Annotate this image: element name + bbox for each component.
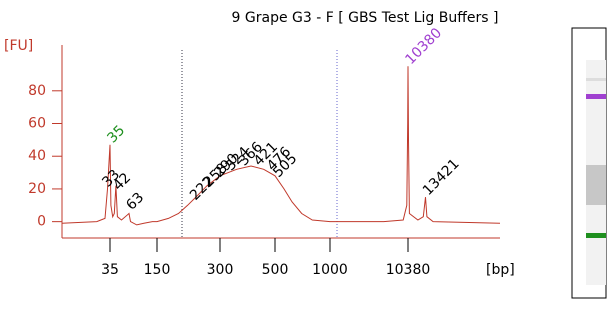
peak-label: 35 bbox=[104, 123, 128, 147]
y-tick-label: 0 bbox=[37, 214, 46, 230]
y-tick-label: 20 bbox=[28, 181, 46, 197]
peak-label: 63 bbox=[123, 190, 147, 214]
chart: 9 Grape G3 - F [ GBS Test Lig Buffers ] … bbox=[0, 0, 609, 307]
x-tick-label: 10380 bbox=[386, 262, 431, 278]
x-axis-label: [bp] bbox=[486, 262, 515, 278]
chart-title: 9 Grape G3 - F [ GBS Test Lig Buffers ] bbox=[232, 10, 499, 26]
y-tick-label: 60 bbox=[28, 116, 46, 132]
x-tick-label: 1000 bbox=[312, 262, 348, 278]
y-tick-label: 80 bbox=[28, 83, 46, 99]
x-tick-label: 150 bbox=[144, 262, 171, 278]
y-axis-label: [FU] bbox=[4, 38, 33, 54]
y-tick-label: 40 bbox=[28, 148, 46, 164]
upper-marker-band bbox=[586, 94, 606, 99]
peak-label: 10380 bbox=[402, 25, 445, 68]
lower-marker-band bbox=[586, 233, 606, 238]
x-tick-label: 35 bbox=[101, 262, 119, 278]
x-tick-label: 500 bbox=[262, 262, 289, 278]
gel-smear bbox=[586, 165, 606, 205]
gel-band bbox=[586, 78, 606, 81]
peak-label: 13421 bbox=[420, 156, 463, 199]
x-tick-label: 300 bbox=[207, 262, 234, 278]
gel-lane bbox=[572, 28, 606, 298]
